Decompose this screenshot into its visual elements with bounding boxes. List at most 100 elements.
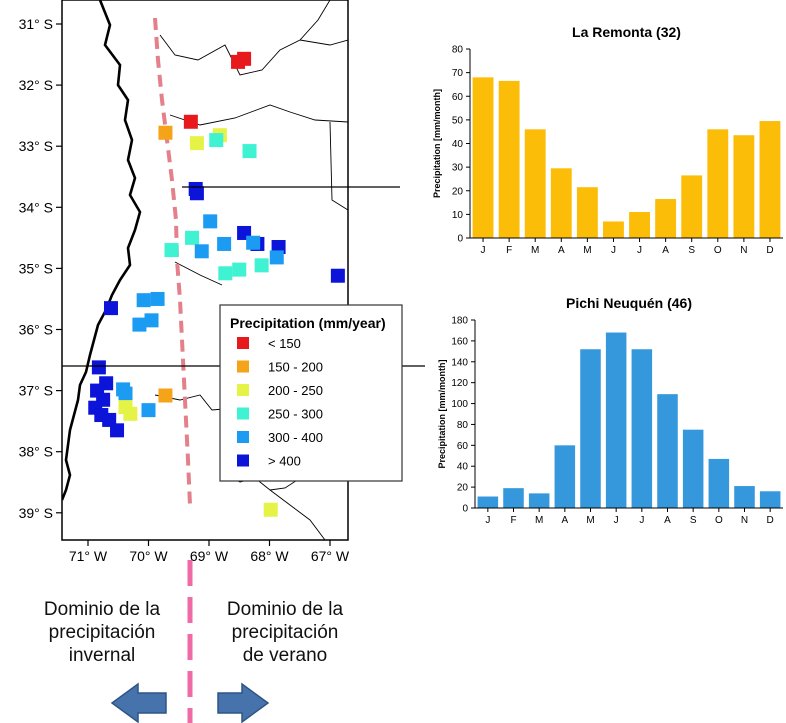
station-marker [136,293,151,308]
y-tick-label: 50 [452,115,464,126]
x-tick-label: O [714,245,722,256]
bar [554,445,576,508]
station-marker [110,423,125,438]
bar [708,458,730,508]
x-tick-label: M [531,245,539,256]
x-tick-label: M [583,245,591,256]
bar [605,332,627,508]
annotation-winter-line-1: Dominio de la [43,599,161,620]
y-tick-label: 160 [451,336,468,347]
x-tick-label: F [506,245,512,256]
bar [657,394,678,508]
station-marker [218,266,233,281]
y-tick-label: 10 [452,210,464,221]
bar [631,349,653,508]
station-marker [185,230,200,245]
y-tick-label: 20 [452,186,464,197]
y-tick-label: 20 [457,483,469,494]
station-marker [237,51,252,66]
station-marker [263,502,278,517]
station-marker [103,301,118,316]
bar [734,486,755,508]
x-tick-label: D [766,245,773,256]
x-tick-label: J [611,245,616,256]
y-tick-label: 140 [451,357,468,368]
station-marker [158,388,173,403]
station-marker [123,406,138,421]
lat-tick-label: 39° S [19,505,53,521]
x-tick-label: J [481,245,486,256]
legend-swatch [237,431,249,443]
bar [498,80,520,238]
y-tick-label: 60 [457,441,469,452]
y-axis-label: Precipitation [mm/month] [432,89,442,198]
station-marker [217,236,232,251]
station-marker [132,317,147,332]
legend-swatch [237,407,249,420]
x-tick-label: M [535,515,543,526]
chart-title: La Remonta (32) [572,24,681,40]
x-tick-label: J [614,515,619,526]
lon-tick-label: 71° W [69,548,108,564]
station-marker [141,403,156,418]
x-tick-label: D [767,515,774,526]
x-tick-label: J [485,515,490,526]
bar [524,129,546,238]
y-tick-label: 120 [451,378,468,389]
bar [681,175,703,238]
arrow-left-icon [110,682,167,723]
annotation-summer-line-3: de verano [242,645,328,666]
chart-title: Pichi Neuquén (46) [566,295,692,311]
y-tick-label: 0 [462,504,468,515]
country-border [62,0,142,501]
annotation-summer-line-1: Dominio de la [226,599,344,620]
x-tick-label: S [688,245,695,256]
station-marker [232,262,247,277]
y-tick-label: 0 [457,234,463,245]
y-tick-label: 30 [452,163,464,174]
legend-label: < 150 [268,336,301,351]
x-tick-label: S [690,515,697,526]
legend-items: < 150 150 - 200 200 - 250 250 - 300 300 - 40… [237,336,323,469]
station-marker [330,268,345,283]
lat-tick-label: 38° S [19,444,53,460]
annotation-summer-line-2: precipitación [231,622,339,643]
lat-tick-label: 35° S [19,260,53,276]
station-marker [242,144,257,159]
legend-label: 150 - 200 [268,360,323,375]
bar [477,496,499,508]
bar [655,199,677,238]
legend-label: 200 - 250 [268,383,323,398]
precipitation-map: 31° S 32° S 33° S 34° S 35° S 36° S 37° S 38° S… [19,0,425,564]
lat-tick-label: 32° S [19,77,53,93]
station-marker [246,235,261,250]
annotation-winter: Dominio de la precipitación invernal [27,598,177,667]
y-tick-label: 40 [457,462,469,473]
station-marker [150,291,165,306]
x-tick-label: J [637,245,642,256]
y-tick-label: 180 [451,316,468,327]
x-tick-label: A [561,515,568,526]
y-axis-label: Precipitation [mm/month] [437,359,447,468]
map-legend: Precipitation (mm/year) < 150 150 - 200 20… [219,304,403,482]
bar [472,77,494,238]
bar [707,129,729,238]
lat-tick-label: 36° S [19,322,53,338]
station-marker [209,133,224,148]
x-tick-label: J [639,515,644,526]
bar [550,168,572,238]
legend-swatch [237,384,249,396]
bar [503,488,524,508]
station-markers [88,51,345,517]
x-tick-label: A [662,245,669,256]
annotation-winter-line-2: precipitación [48,622,156,643]
station-marker [189,136,204,151]
station-marker [118,386,133,401]
station-marker [269,250,284,265]
x-tick-label: F [510,515,516,526]
chart-pichi-neuquen: Pichi Neuquén (46) Precipitation [mm/mont… [437,295,783,526]
bar [580,349,601,508]
bar [603,221,624,238]
legend-title: Precipitation (mm/year) [230,315,386,331]
